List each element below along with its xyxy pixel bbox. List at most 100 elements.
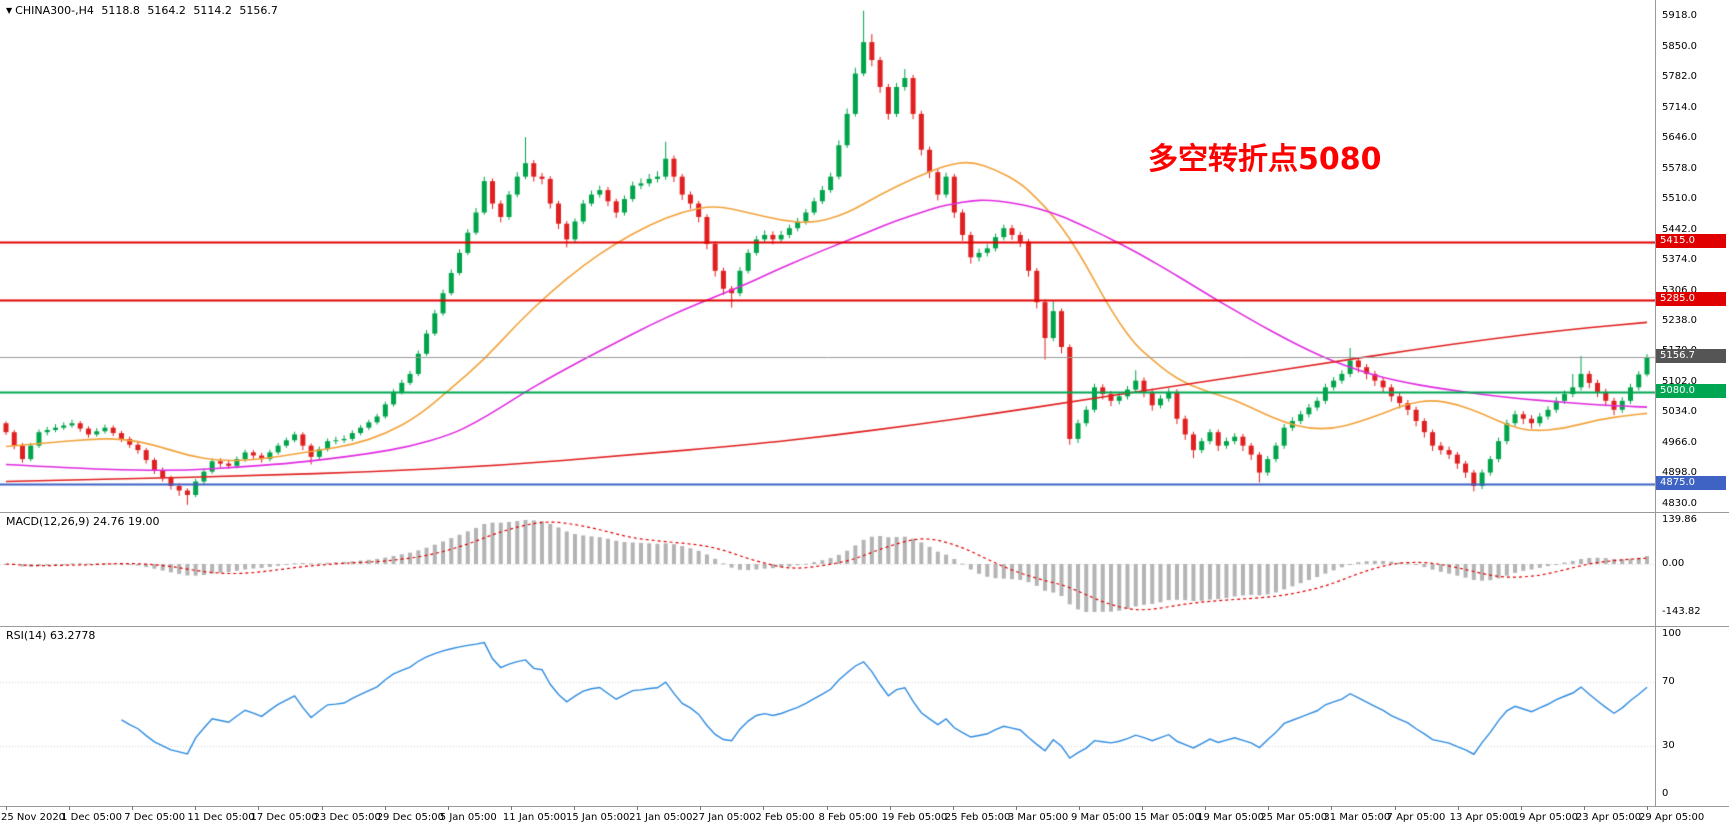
time-axis-label: 29 Apr 05:00	[1639, 812, 1705, 823]
time-axis-label: 25 Nov 2020	[1, 812, 66, 823]
time-tick	[1331, 806, 1332, 810]
time-axis-label: 25 Feb 05:00	[944, 812, 1011, 823]
time-tick	[1205, 806, 1206, 810]
level-price-tag: 5080.0	[1656, 383, 1726, 398]
time-tick	[322, 806, 323, 810]
rsi-tick-label: 70	[1662, 676, 1675, 687]
time-axis-label: 23 Dec 05:00	[313, 812, 381, 823]
bar-low-value: 5114.2	[193, 4, 232, 17]
price-tick-label: 5102.0	[1662, 375, 1697, 387]
time-axis[interactable]	[0, 806, 1729, 829]
symbol-marker-icon: ▼	[6, 6, 13, 15]
time-tick	[953, 806, 954, 810]
time-tick	[511, 806, 512, 810]
price-tick-label: 4898.0	[1662, 467, 1697, 479]
rsi-indicator-label: RSI(14) 63.2778	[6, 629, 96, 642]
time-axis-label: 27 Jan 05:00	[692, 812, 756, 823]
annotation-text: 多空转折点5080	[1148, 142, 1382, 177]
time-tick	[1016, 806, 1017, 810]
time-tick	[700, 806, 701, 810]
macd-tick-label: 0.00	[1662, 558, 1685, 569]
time-tick	[574, 806, 575, 810]
macd-tick-label: -143.82	[1662, 606, 1701, 617]
price-axis[interactable]	[1656, 0, 1729, 806]
price-tick-label: 5306.0	[1662, 284, 1697, 296]
macd-indicator-label: MACD(12,26,9) 24.76 19.00	[6, 515, 160, 528]
price-tick-label: 5918.0	[1662, 10, 1697, 22]
price-tick-label: 5578.0	[1662, 162, 1697, 174]
time-axis-label: 5 Jan 05:00	[439, 812, 497, 823]
price-tick-label: 4966.0	[1662, 436, 1697, 448]
time-tick	[1458, 806, 1459, 810]
panel-divider-macd[interactable]	[0, 512, 1729, 513]
time-axis-label: 3 Mar 05:00	[1007, 812, 1069, 823]
rsi-tick-label: 30	[1662, 740, 1675, 751]
time-axis-label: 17 Dec 05:00	[250, 812, 318, 823]
time-tick	[763, 806, 764, 810]
time-axis-line	[0, 806, 1729, 807]
price-tick-label: 5850.0	[1662, 40, 1697, 52]
time-axis-label: 15 Jan 05:00	[566, 812, 630, 823]
time-tick	[385, 806, 386, 810]
price-tick-label: 5238.0	[1662, 315, 1697, 326]
time-tick	[69, 806, 70, 810]
time-axis-label: 7 Apr 05:00	[1386, 812, 1446, 823]
time-axis-label: 21 Jan 05:00	[629, 812, 693, 823]
time-axis-label: 9 Mar 05:00	[1070, 812, 1132, 823]
price-tick-label: 5782.0	[1662, 71, 1697, 83]
time-tick	[195, 806, 196, 810]
macd-panel-canvas[interactable]	[0, 512, 1655, 626]
time-tick	[1647, 806, 1648, 810]
symbol-period-label: CHINA300-,H4	[15, 4, 94, 17]
level-price-tag: 5285.0	[1656, 291, 1726, 306]
time-axis-label: 8 Feb 05:00	[818, 812, 878, 823]
bar-open-value: 5118.8	[101, 4, 140, 17]
price-tick-label: 4830.0	[1662, 497, 1697, 509]
level-price-tag: 4875.0	[1656, 475, 1726, 490]
time-axis-label: 19 Mar 05:00	[1197, 812, 1264, 823]
time-axis-label: 7 Dec 05:00	[124, 812, 186, 823]
rsi-panel-canvas[interactable]	[0, 626, 1655, 806]
time-axis-label: 25 Mar 05:00	[1260, 812, 1328, 823]
time-tick	[1584, 806, 1585, 810]
time-tick	[448, 806, 449, 810]
time-tick	[1521, 806, 1522, 810]
time-tick	[890, 806, 891, 810]
time-axis-label: 29 Dec 05:00	[376, 812, 444, 823]
time-tick	[258, 806, 259, 810]
rsi-tick-label: 0	[1662, 788, 1669, 799]
macd-tick-label: 139.86	[1662, 514, 1697, 525]
bar-close-value: 5156.7	[239, 4, 278, 17]
time-tick	[132, 806, 133, 810]
time-axis-label: 19 Apr 05:00	[1512, 812, 1578, 823]
time-axis-label: 31 Mar 05:00	[1323, 812, 1391, 823]
time-axis-label: 1 Dec 05:00	[61, 812, 122, 823]
time-tick	[6, 806, 7, 810]
time-axis-label: 11 Dec 05:00	[187, 812, 255, 823]
current-price-tag: 5156.7	[1656, 349, 1726, 364]
time-tick	[637, 806, 638, 810]
rsi-tick-label: 100	[1662, 628, 1682, 639]
price-tick-label: 5510.0	[1662, 193, 1697, 205]
time-tick	[1395, 806, 1396, 810]
time-tick	[1268, 806, 1269, 810]
price-tick-label: 5646.0	[1662, 132, 1697, 144]
time-axis-label: 15 Mar 05:00	[1134, 812, 1201, 823]
time-axis-label: 23 Apr 05:00	[1575, 812, 1642, 823]
main-chart-canvas[interactable]	[0, 0, 1655, 512]
symbol-header: ▼ CHINA300-,H4 5118.8 5164.2 5114.2 5156.…	[6, 4, 282, 17]
price-tick-label: 5374.0	[1662, 254, 1697, 266]
time-axis-label: 2 Feb 05:00	[755, 812, 815, 823]
level-price-tag: 5415.0	[1656, 233, 1726, 248]
time-axis-label: 19 Feb 05:00	[881, 812, 948, 823]
price-tick-label: 5034.0	[1662, 406, 1697, 418]
price-axis-line	[1655, 0, 1656, 806]
time-tick	[1142, 806, 1143, 810]
time-tick	[827, 806, 828, 810]
price-tick-label: 5714.0	[1662, 101, 1697, 113]
time-axis-label: 13 Apr 05:00	[1449, 812, 1515, 823]
price-tick-label: 5442.0	[1662, 223, 1697, 235]
bar-high-value: 5164.2	[147, 4, 186, 17]
panel-divider-rsi[interactable]	[0, 626, 1729, 627]
